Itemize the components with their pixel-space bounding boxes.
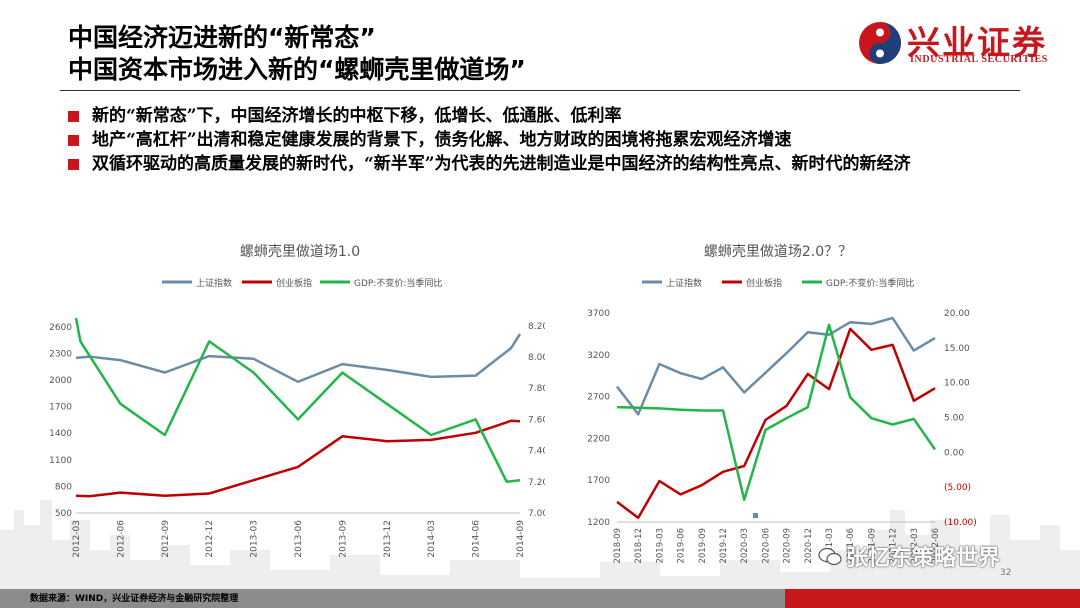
x-axis-tick-label: 2019-09 [698, 528, 708, 564]
x-axis-tick-label: 2012-06 [116, 520, 126, 558]
logo-chinese-name: 兴业证券 [907, 23, 1047, 62]
left-axis-tick-label: 3700 [587, 309, 610, 319]
x-axis-tick-label: 2020-12 [804, 528, 814, 564]
x-axis-tick-label: 2019-03 [655, 528, 665, 564]
chart-2-legend: 上证指数 创业板指 GDP:不变价:当季同比 [642, 277, 914, 289]
bullet-list: 新的“新常态”下，中国经济增长的中枢下移，低增长、低通胀、低利率 地产“高杠杆”… [68, 104, 1018, 176]
x-axis-tick-label: 2019-12 [719, 528, 729, 564]
chart-1-legend: 上证指数 创业板指 GDP:不变价:当季同比 [162, 277, 442, 289]
x-axis-tick-label: 2020-09 [783, 528, 793, 564]
slide-title: 中国经济迈进新的“新常态” 中国资本市场进入新的“螺蛳壳里做道场” [68, 22, 526, 86]
series-line-chinext [616, 327, 936, 520]
x-axis-tick-label: 2021-09 [867, 528, 877, 564]
page-number: 32 [1000, 568, 1012, 578]
x-axis-tick-label: 2020-03 [740, 528, 750, 564]
watermark-text: 张忆东策略世界 [846, 546, 1001, 571]
bullet-item: 新的“新常态”下，中国经济增长的中枢下移，低增长、低通胀、低利率 [68, 104, 1018, 128]
x-axis-tick-label: 2022-06 [931, 528, 941, 564]
right-axis-tick-label: 5.00 [944, 414, 964, 424]
bullet-item: 双循环驱动的高质量发展的新时代，“新半军”为代表的先进制造业是中国经济的结构性亮… [68, 152, 1018, 176]
right-axis-tick-label: (5.00) [944, 483, 971, 493]
left-axis-tick-label: 2700 [587, 393, 610, 403]
x-axis-tick-label: 2018-09 [613, 528, 623, 564]
x-axis-tick-label: 2012-12 [205, 520, 215, 558]
left-axis-tick-label: 2000 [49, 376, 72, 386]
left-axis-tick-label: 2200 [587, 434, 610, 444]
bullet-square-icon [68, 159, 79, 170]
series-line-chinext [75, 419, 521, 498]
title-line-1: 中国经济迈进新的“新常态” [68, 23, 376, 52]
legend-label-shanghai: 上证指数 [666, 277, 702, 289]
header-divider [60, 90, 1020, 91]
x-axis-tick-label: 2013-03 [250, 520, 260, 558]
series-line-shanghai [75, 333, 522, 384]
x-axis-tick-label: 2013-06 [294, 520, 304, 558]
legend-label-gdp: GDP:不变价:当季同比 [354, 277, 442, 289]
right-axis-tick-label: 15.00 [944, 344, 970, 354]
right-axis-tick-label: (10.00) [944, 518, 977, 528]
legend-label-shanghai: 上证指数 [196, 277, 232, 289]
chart-2-small-marker [753, 513, 758, 518]
series-line-gdp [74, 317, 521, 484]
legend-label-chinext: 创业板指 [276, 277, 312, 289]
right-axis-tick-label: 20.00 [944, 309, 970, 319]
logo-emblem-icon [859, 22, 901, 64]
x-axis-tick-label: 2021-06 [846, 528, 856, 564]
right-axis-tick-label: 7.00 [528, 509, 545, 519]
bullet-item: 地产“高杠杆”出清和稳定健康发展的背景下，债务化解、地方财政的困境将拖累宏观经济… [68, 128, 1018, 152]
series-line-gdp [616, 323, 937, 501]
right-axis-tick-label: 8.00 [528, 353, 545, 363]
bullet-text: 新的“新常态”下，中国经济增长的中枢下移，低增长、低通胀、低利率 [92, 106, 622, 126]
left-axis-tick-label: 500 [55, 509, 72, 519]
legend-label-chinext: 创业板指 [746, 277, 782, 289]
x-axis-tick-label: 2018-12 [634, 528, 644, 564]
right-axis-tick-label: 7.60 [528, 415, 545, 425]
bullet-square-icon [68, 111, 79, 122]
left-axis-tick-label: 1400 [49, 429, 72, 439]
logo-english-name: INDUSTRIAL SECURITIES [910, 54, 1048, 65]
wechat-icon [818, 547, 842, 566]
left-axis-tick-label: 1200 [587, 518, 610, 528]
chart-1: 螺蛳壳里做道场1.0 上证指数 创业板指 GDP:不变价:当季同比 500 800… [49, 243, 545, 558]
city-skyline-background [0, 500, 1080, 590]
legend-label-gdp: GDP:不变价:当季同比 [826, 277, 914, 289]
title-line-2: 中国资本市场进入新的“螺蛳壳里做道场” [68, 55, 526, 84]
chart-1-title: 螺蛳壳里做道场1.0 [240, 243, 360, 260]
right-axis-tick-label: 0.00 [944, 448, 964, 458]
footer-bar [0, 589, 1080, 608]
x-axis-tick-label: 2021-12 [889, 528, 899, 564]
x-axis-tick-label: 2022-03 [910, 528, 920, 564]
right-axis-tick-label: 7.40 [528, 447, 545, 457]
left-axis-tick-label: 3200 [587, 351, 610, 361]
right-axis-tick-label: 10.00 [944, 379, 970, 389]
right-axis-tick-label: 8.20 [528, 322, 545, 332]
x-axis-tick-label: 2013-09 [338, 520, 348, 558]
chart-2: 螺蛳壳里做道场2.0？？ 上证指数 创业板指 GDP:不变价:当季同比 1200… [587, 243, 977, 564]
x-axis-tick-label: 2014-09 [516, 520, 526, 558]
company-logo: 兴业证券 INDUSTRIAL SECURITIES [855, 14, 1070, 74]
x-axis-tick-label: 2014-06 [472, 520, 482, 558]
x-axis-tick-label: 2021-03 [825, 528, 835, 564]
left-axis-tick-label: 1700 [587, 476, 610, 486]
left-axis-tick-label: 2600 [49, 323, 72, 333]
series-line-shanghai [616, 316, 936, 416]
x-axis-tick-label: 2019-06 [677, 528, 687, 564]
right-axis-tick-label: 7.80 [528, 384, 545, 394]
x-axis-tick-label: 2012-09 [161, 520, 171, 558]
data-source-note: 数据来源：WIND，兴业证券经济与金融研究院整理 [30, 594, 239, 604]
left-axis-tick-label: 2300 [49, 349, 72, 359]
bullet-text: 地产“高杠杆”出清和稳定健康发展的背景下，债务化解、地方财政的困境将拖累宏观经济… [92, 130, 792, 150]
x-axis-tick-label: 2012-03 [72, 520, 82, 558]
x-axis-tick-label: 2014-03 [427, 520, 437, 558]
chart-2-title: 螺蛳壳里做道场2.0？？ [704, 243, 852, 260]
right-axis-tick-label: 7.20 [528, 478, 545, 488]
x-axis-tick-label: 2013-12 [383, 520, 393, 558]
bullet-square-icon [68, 135, 79, 146]
left-axis-tick-label: 1700 [49, 403, 72, 413]
bullet-text: 双循环驱动的高质量发展的新时代，“新半军”为代表的先进制造业是中国经济的结构性亮… [92, 154, 911, 174]
x-axis-tick-label: 2020-06 [761, 528, 771, 564]
left-axis-tick-label: 1100 [49, 456, 72, 466]
left-axis-tick-label: 800 [55, 482, 72, 492]
